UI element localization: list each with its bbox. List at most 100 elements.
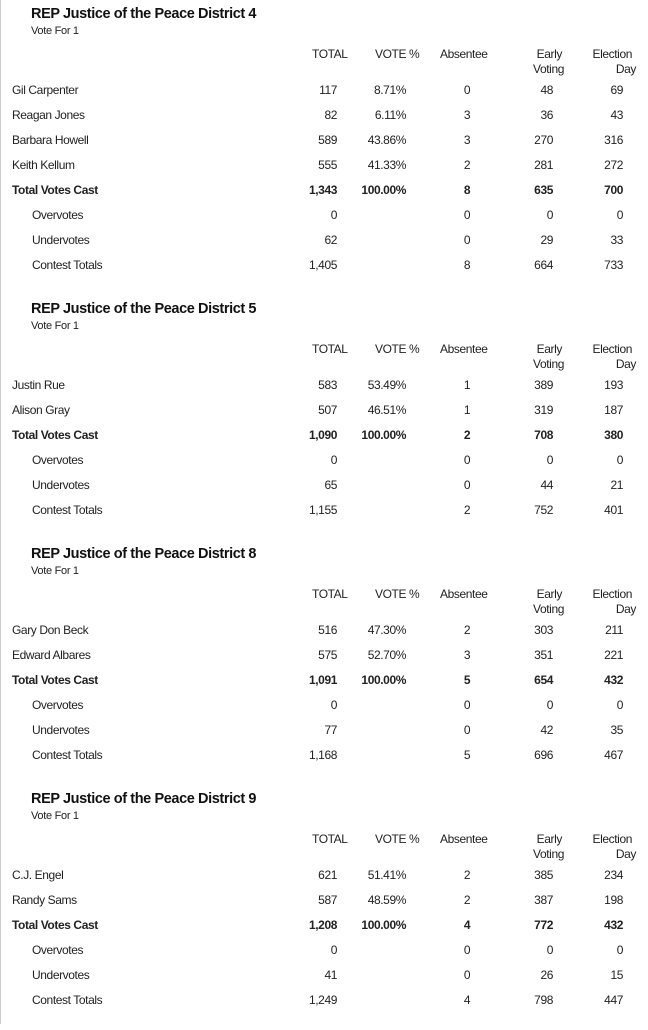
early-voting-value: 48 xyxy=(540,83,553,97)
total-value: 65 xyxy=(324,478,337,492)
row-label: Gary Don Beck xyxy=(12,623,89,637)
table-row: C.J. Engel 621 51.41% 2 385 234 xyxy=(0,868,648,886)
election-day-value: 21 xyxy=(610,478,623,492)
election-day-value: 0 xyxy=(616,208,624,222)
absentee-value: 2 xyxy=(463,428,471,442)
vote-pct-value: 52.70% xyxy=(367,648,407,662)
election-day-value: 0 xyxy=(616,453,624,467)
absentee-value: 0 xyxy=(463,723,471,737)
row-label: Gil Carpenter xyxy=(12,83,79,97)
row-label: Overvotes xyxy=(32,698,84,712)
page-left-border xyxy=(0,0,1,1024)
total-value: 82 xyxy=(324,108,337,122)
early-voting-value: 654 xyxy=(534,673,553,687)
early-voting-value: 387 xyxy=(534,893,553,907)
total-value: 583 xyxy=(318,378,337,392)
total-value: 0 xyxy=(330,698,338,712)
early-voting-value: 303 xyxy=(534,623,553,637)
header-election-day-1: Election xyxy=(592,587,633,601)
vote-pct-value: 46.51% xyxy=(367,403,407,417)
vote-pct-value: 100.00% xyxy=(361,673,406,687)
early-voting-value: 752 xyxy=(534,503,553,517)
vote-pct-value: 48.59% xyxy=(367,893,407,907)
absentee-value: 5 xyxy=(463,673,471,687)
early-voting-value: 29 xyxy=(540,233,553,247)
early-voting-value: 708 xyxy=(534,428,553,442)
total-value: 555 xyxy=(318,158,337,172)
early-voting-value: 270 xyxy=(534,133,553,147)
header-total: TOTAL xyxy=(312,342,348,356)
total-value: 575 xyxy=(318,648,337,662)
row-label: Barbara Howell xyxy=(12,133,89,147)
row-label: Overvotes xyxy=(32,208,84,222)
election-day-value: 432 xyxy=(604,673,623,687)
contest-title: REP Justice of the Peace District 5 xyxy=(31,301,257,317)
early-voting-value: 319 xyxy=(534,403,553,417)
row-label: Contest Totals xyxy=(32,258,103,272)
early-voting-value: 635 xyxy=(534,183,553,197)
absentee-value: 0 xyxy=(463,83,471,97)
absentee-value: 0 xyxy=(463,208,471,222)
vote-pct-value: 51.41% xyxy=(367,868,407,882)
total-value: 621 xyxy=(318,868,337,882)
table-row: Randy Sams 587 48.59% 2 387 198 xyxy=(0,893,648,911)
table-row: Overvotes 0 0 0 0 xyxy=(0,453,648,471)
early-voting-value: 696 xyxy=(534,748,553,762)
row-label: Randy Sams xyxy=(12,893,77,907)
header-early-voting-1: Early xyxy=(536,832,563,846)
absentee-value: 2 xyxy=(463,868,471,882)
election-day-value: 234 xyxy=(604,868,623,882)
vote-for-label: Vote For 1 xyxy=(31,565,79,577)
table-row: Undervotes 65 0 44 21 xyxy=(0,478,648,496)
row-label: Contest Totals xyxy=(32,503,103,517)
election-day-value: 15 xyxy=(610,968,623,982)
absentee-value: 4 xyxy=(463,918,471,932)
election-day-value: 35 xyxy=(610,723,623,737)
table-row: Keith Kellum 555 41.33% 2 281 272 xyxy=(0,158,648,176)
vote-pct-value: 43.86% xyxy=(367,133,407,147)
contest-section: REP Justice of the Peace District 5 Vote … xyxy=(0,295,648,540)
election-day-value: 272 xyxy=(604,158,623,172)
total-value: 507 xyxy=(318,403,337,417)
early-voting-value: 0 xyxy=(546,943,554,957)
absentee-value: 5 xyxy=(463,748,471,762)
header-early-voting-1: Early xyxy=(536,342,563,356)
header-election-day-1: Election xyxy=(592,47,633,61)
row-label: Overvotes xyxy=(32,453,84,467)
table-row: Contest Totals 1,155 2 752 401 xyxy=(0,503,648,521)
total-value: 41 xyxy=(324,968,337,982)
early-voting-value: 281 xyxy=(534,158,553,172)
header-election-day-1: Election xyxy=(592,342,633,356)
table-row: Barbara Howell 589 43.86% 3 270 316 xyxy=(0,133,648,151)
header-vote-pct: VOTE % xyxy=(375,587,420,601)
total-value: 0 xyxy=(330,208,338,222)
election-day-value: 0 xyxy=(616,698,624,712)
early-voting-value: 389 xyxy=(534,378,553,392)
absentee-value: 0 xyxy=(463,453,471,467)
absentee-value: 2 xyxy=(463,623,471,637)
table-row: Overvotes 0 0 0 0 xyxy=(0,698,648,716)
row-label: Undervotes xyxy=(32,723,90,737)
table-row: Overvotes 0 0 0 0 xyxy=(0,943,648,961)
contest-title: REP Justice of the Peace District 8 xyxy=(31,546,257,562)
election-day-value: 221 xyxy=(604,648,623,662)
row-label: Total Votes Cast xyxy=(12,918,98,932)
election-day-value: 733 xyxy=(604,258,623,272)
election-day-value: 467 xyxy=(604,748,623,762)
table-row: Total Votes Cast 1,090 100.00% 2 708 380 xyxy=(0,428,648,446)
election-day-value: 700 xyxy=(604,183,623,197)
row-label: Total Votes Cast xyxy=(12,673,98,687)
election-day-value: 33 xyxy=(610,233,623,247)
row-label: Total Votes Cast xyxy=(12,183,98,197)
header-election-day-2: Day xyxy=(615,847,637,861)
total-value: 587 xyxy=(318,893,337,907)
table-row: Contest Totals 1,249 4 798 447 xyxy=(0,993,648,1011)
header-early-voting-1: Early xyxy=(536,587,563,601)
header-absentee: Absentee xyxy=(440,832,488,846)
vote-pct-value: 100.00% xyxy=(361,428,406,442)
contest-title: REP Justice of the Peace District 9 xyxy=(31,791,257,807)
table-row: Alison Gray 507 46.51% 1 319 187 xyxy=(0,403,648,421)
row-label: Edward Albares xyxy=(12,648,91,662)
absentee-value: 4 xyxy=(463,993,471,1007)
absentee-value: 3 xyxy=(463,108,471,122)
